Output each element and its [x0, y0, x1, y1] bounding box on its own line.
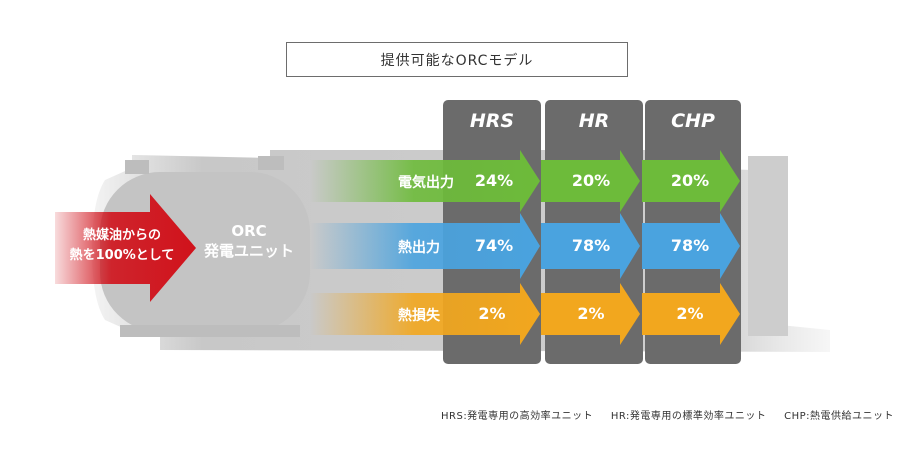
orc-unit-label: ORC 発電ユニット	[204, 221, 294, 261]
input-label-line1: 熱媒油からの	[82, 228, 161, 243]
value-electric-hr: 20%	[571, 171, 611, 190]
row-loss-arrows	[310, 283, 740, 345]
value-electric-hrs: 24%	[474, 171, 514, 190]
row-label-heat: 熱出力	[398, 240, 440, 256]
value-loss-hrs: 2%	[478, 304, 506, 323]
page-title: 提供可能なORCモデル	[286, 42, 628, 77]
footnote-chp: CHP:熱電供給ユニット	[784, 411, 894, 422]
value-heat-hr: 78%	[571, 236, 611, 255]
value-loss-chp: 2%	[676, 304, 704, 323]
input-arrow-label: 熱媒油からの 熱を100%として	[62, 226, 182, 266]
value-loss-hr: 2%	[577, 304, 605, 323]
value-heat-hrs: 74%	[474, 236, 514, 255]
row-electric-arrows	[310, 150, 740, 212]
footnote-hr: HR:発電専用の標準効率ユニット	[610, 411, 767, 422]
orc-label-line2: 発電ユニット	[204, 242, 295, 260]
value-electric-chp: 20%	[670, 171, 710, 190]
column-header-chp: CHP	[671, 110, 715, 132]
value-heat-chp: 78%	[670, 236, 710, 255]
orc-label-line1: ORC	[231, 222, 267, 240]
column-header-hrs: HRS	[469, 110, 515, 132]
row-label-electric: 電気出力	[398, 175, 454, 191]
column-header-hr: HR	[578, 110, 610, 132]
row-heat-arrows	[310, 213, 740, 279]
footnotes: HRS:発電専用の高効率ユニット HR:発電専用の標準効率ユニット CHP:熱電…	[427, 407, 894, 422]
input-label-line2: 熱を100%として	[69, 248, 175, 263]
footnote-hrs: HRS:発電専用の高効率ユニット	[441, 411, 594, 422]
input-arrow	[55, 194, 196, 302]
row-label-loss: 熱損失	[398, 308, 440, 324]
